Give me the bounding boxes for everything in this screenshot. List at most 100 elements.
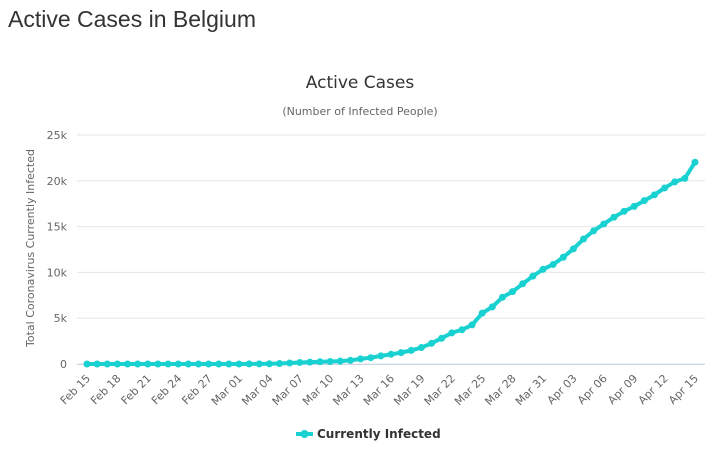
data-point[interactable]: [417, 344, 425, 352]
data-point[interactable]: [113, 360, 121, 368]
x-tick-label: Mar 04: [239, 372, 275, 408]
data-point[interactable]: [286, 359, 294, 367]
data-point[interactable]: [397, 349, 405, 357]
x-tick-label: Mar 10: [300, 372, 336, 408]
data-point[interactable]: [407, 346, 415, 354]
x-tick-label: Feb 21: [119, 372, 154, 407]
data-point[interactable]: [255, 360, 263, 368]
x-tick-label: Feb 18: [88, 372, 123, 407]
data-point[interactable]: [225, 360, 233, 368]
y-tick-labels: 0 5k 10k 15k 20k 25k: [47, 129, 68, 371]
data-point[interactable]: [519, 280, 527, 288]
legend-swatch-marker[interactable]: [300, 430, 309, 438]
x-tick-label: Feb 24: [149, 372, 184, 407]
data-point[interactable]: [367, 354, 375, 362]
y-tick-label: 25k: [47, 129, 68, 142]
data-point[interactable]: [458, 326, 466, 334]
page-heading: Active Cases in Belgium: [8, 6, 256, 32]
data-point[interactable]: [428, 339, 436, 347]
data-point[interactable]: [630, 202, 638, 210]
data-point[interactable]: [235, 360, 243, 368]
data-point[interactable]: [357, 355, 365, 363]
data-point[interactable]: [174, 360, 182, 368]
y-tick-label: 0: [60, 358, 67, 371]
x-tick-label: Apr 09: [605, 372, 640, 407]
data-point[interactable]: [448, 329, 456, 337]
data-point[interactable]: [650, 191, 658, 199]
series-line[interactable]: [83, 158, 699, 368]
data-point[interactable]: [549, 260, 557, 268]
data-point[interactable]: [468, 321, 476, 329]
data-point[interactable]: [640, 197, 648, 205]
x-tick-label: Apr 06: [575, 372, 610, 407]
x-tick-label: Mar 07: [270, 372, 306, 408]
data-point[interactable]: [377, 352, 385, 360]
data-point[interactable]: [569, 245, 577, 253]
data-point[interactable]: [134, 360, 142, 368]
data-point[interactable]: [478, 309, 486, 317]
series-line-path[interactable]: [85, 160, 697, 366]
data-point[interactable]: [336, 357, 344, 365]
data-point[interactable]: [346, 356, 354, 364]
chart-subtitle: (Number of Infected People): [282, 105, 437, 118]
data-point[interactable]: [671, 178, 679, 186]
data-point[interactable]: [306, 358, 314, 366]
data-point[interactable]: [580, 235, 588, 243]
data-point[interactable]: [276, 360, 284, 368]
data-point[interactable]: [265, 360, 273, 368]
data-point[interactable]: [661, 184, 669, 192]
data-point[interactable]: [620, 207, 628, 215]
data-point[interactable]: [326, 358, 334, 366]
x-tick-label: Mar 28: [482, 372, 518, 408]
data-point[interactable]: [124, 360, 132, 368]
data-point[interactable]: [681, 174, 689, 182]
data-point[interactable]: [488, 303, 496, 311]
data-point[interactable]: [438, 334, 446, 342]
x-tick-label: Mar 31: [513, 372, 549, 408]
data-point[interactable]: [509, 288, 517, 296]
x-tick-label: Apr 15: [666, 372, 701, 407]
x-tick-label: Apr 03: [544, 372, 579, 407]
data-point[interactable]: [316, 358, 324, 366]
data-point[interactable]: [144, 360, 152, 368]
data-point[interactable]: [559, 253, 567, 261]
data-point[interactable]: [184, 360, 192, 368]
x-tick-label: Mar 25: [452, 372, 488, 408]
chart-title: Active Cases: [306, 73, 415, 93]
x-tick-label: Feb 27: [179, 372, 214, 407]
x-tick-label: Mar 19: [391, 372, 427, 408]
x-tick-label: Mar 16: [361, 372, 397, 408]
data-point[interactable]: [83, 360, 91, 368]
data-point[interactable]: [539, 265, 547, 273]
data-point[interactable]: [691, 158, 699, 166]
data-point[interactable]: [93, 360, 101, 368]
y-tick-label: 10k: [47, 266, 68, 279]
data-point[interactable]: [600, 220, 608, 228]
data-point[interactable]: [498, 293, 506, 301]
legend-label[interactable]: Currently Infected: [317, 427, 441, 441]
x-tick-label: Mar 13: [330, 372, 366, 408]
x-tick-label: Feb 15: [58, 372, 93, 407]
y-tick-label: 15k: [47, 221, 68, 234]
data-point[interactable]: [296, 358, 304, 366]
y-axis-title: Total Coronavirus Currently Infected: [24, 149, 37, 348]
data-point[interactable]: [205, 360, 213, 368]
data-point[interactable]: [245, 360, 253, 368]
x-tick-label: Mar 22: [422, 372, 458, 408]
data-point[interactable]: [103, 360, 111, 368]
legend[interactable]: Currently Infected: [296, 427, 441, 441]
data-point[interactable]: [154, 360, 162, 368]
data-point[interactable]: [387, 350, 395, 358]
y-tick-label: 20k: [47, 175, 68, 188]
data-point[interactable]: [164, 360, 172, 368]
x-tick-label: Apr 12: [636, 372, 671, 407]
y-tick-label: 5k: [54, 312, 68, 325]
x-tick-label: Mar 01: [209, 372, 245, 408]
data-point[interactable]: [590, 227, 598, 235]
data-point[interactable]: [529, 272, 537, 280]
data-point[interactable]: [610, 213, 618, 221]
data-point[interactable]: [215, 360, 223, 368]
data-point[interactable]: [194, 360, 202, 368]
